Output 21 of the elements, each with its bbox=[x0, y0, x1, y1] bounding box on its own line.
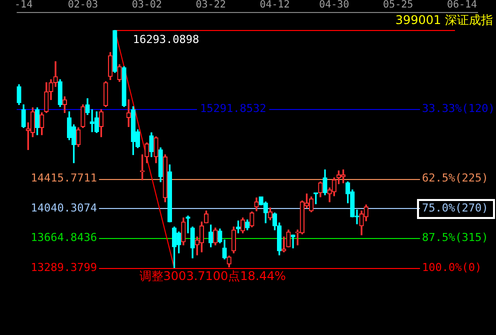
chart-title: 399001 深证成指 bbox=[395, 13, 493, 28]
ref-line-label: 13664.8436 bbox=[30, 231, 97, 244]
ref-line-label: 15291.8532 bbox=[200, 102, 266, 116]
x-tick-label: -14 bbox=[14, 0, 33, 11]
annotation: 100.0%(0) bbox=[422, 260, 482, 274]
x-tick-label: 03-22 bbox=[196, 0, 226, 11]
ref-line-label: 13289.3799 bbox=[30, 260, 97, 274]
x-tick-label: 04-12 bbox=[260, 0, 290, 11]
x-tick-label: 06-14 bbox=[446, 0, 478, 11]
ref-line-label: 16293.0898 bbox=[132, 32, 200, 46]
x-tick-label: 04-30 bbox=[319, 0, 350, 11]
x-tick-label: 02-03 bbox=[68, 0, 98, 11]
annotation: 62.5%(225) bbox=[422, 172, 488, 185]
x-tick-label: 03-02 bbox=[132, 0, 162, 11]
text: 调整3003.7100点18.44% bbox=[139, 269, 286, 284]
annotation: 87.5%(315) bbox=[422, 231, 488, 244]
annotation: 75.0%(270) bbox=[422, 201, 488, 214]
ref-line-label: 14415.7711 bbox=[30, 172, 97, 185]
annotation: 33.33%(120) bbox=[422, 102, 495, 116]
x-tick-label: 05-25 bbox=[383, 0, 414, 11]
ref-line-label: 14040.3074 bbox=[30, 201, 98, 214]
